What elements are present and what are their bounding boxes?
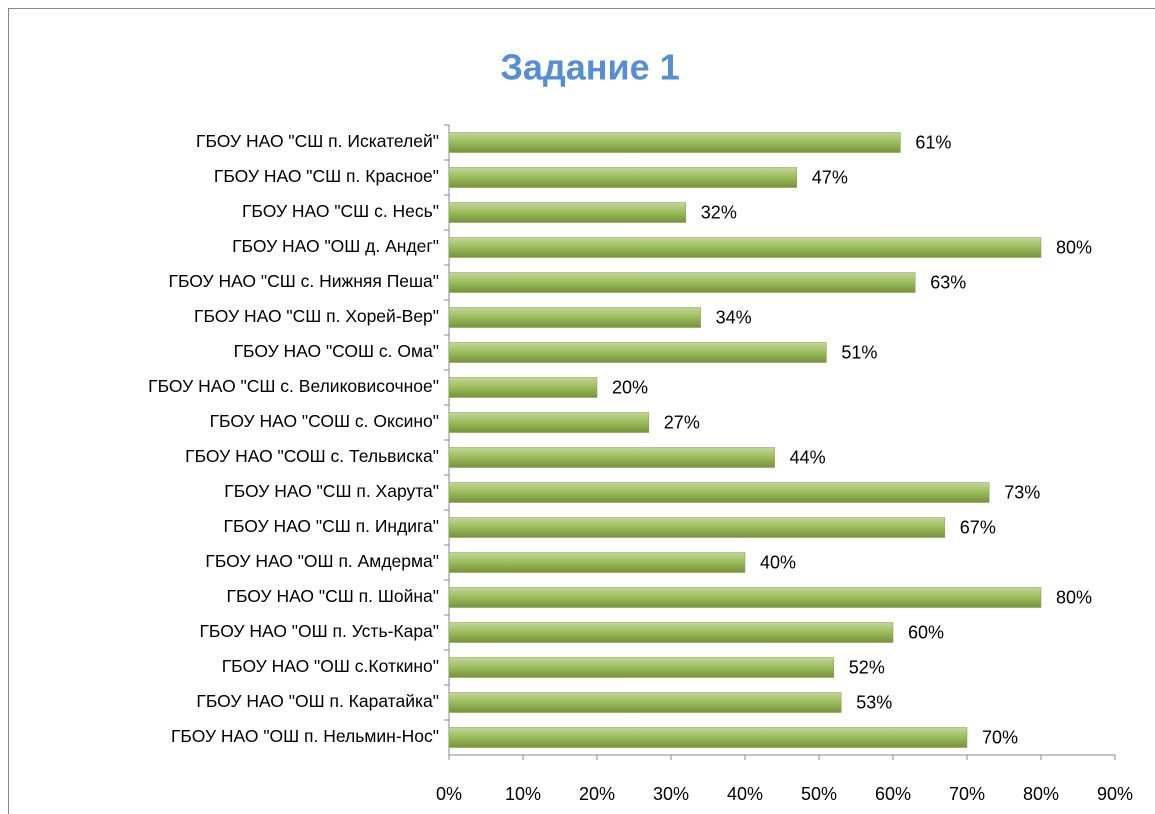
data-label: 27% [664, 412, 700, 432]
y-tick-label: ГБОУ НАО "ОШ п. Усть-Кара" [199, 621, 439, 641]
data-label: 20% [612, 377, 648, 397]
x-tick-label: 60% [875, 784, 911, 804]
y-tick-label: ГБОУ НАО "СШ п. Хорей-Вер" [194, 306, 439, 326]
data-label: 40% [760, 552, 796, 572]
data-label: 73% [1004, 482, 1040, 502]
x-tick-label: 10% [505, 784, 541, 804]
bar [448, 342, 827, 363]
data-label: 51% [841, 342, 877, 362]
bar [448, 202, 687, 223]
data-label: 80% [1056, 587, 1092, 607]
data-label: 63% [930, 272, 966, 292]
x-tick-label: 80% [1023, 784, 1059, 804]
bar [448, 132, 901, 153]
y-tick-label: ГБОУ НАО "ОШ с.Коткино" [222, 656, 439, 676]
chart-title: Задание 1 [500, 47, 679, 88]
bar [448, 272, 916, 293]
data-label: 53% [856, 692, 892, 712]
x-tick-label: 0% [436, 784, 462, 804]
data-label: 32% [701, 202, 737, 222]
bar [448, 622, 894, 643]
x-tick-label: 20% [579, 784, 615, 804]
y-tick-label: ГБОУ НАО "ОШ п. Амдерма" [205, 551, 439, 571]
data-label: 47% [812, 167, 848, 187]
data-label: 44% [790, 447, 826, 467]
bar [448, 552, 746, 573]
bar [448, 517, 946, 538]
y-tick-label: ГБОУ НАО "СШ п. Шойна" [227, 586, 439, 606]
data-label: 80% [1056, 237, 1092, 257]
y-tick-label: ГБОУ НАО "СОШ с. Оксино" [210, 411, 439, 431]
x-tick-label: 90% [1097, 784, 1133, 804]
x-tick-label: 70% [949, 784, 985, 804]
y-tick-label: ГБОУ НАО "СОШ с. Ома" [234, 341, 439, 361]
y-tick-label: ГБОУ НАО "СШ с. Великовисочное" [148, 376, 439, 396]
bar [448, 167, 798, 188]
y-tick-label: ГБОУ НАО "СШ с. Несь" [242, 201, 439, 221]
data-label: 70% [982, 727, 1018, 747]
data-label: 60% [908, 622, 944, 642]
y-tick-label: ГБОУ НАО "СШ п. Искателей" [196, 131, 439, 151]
x-tick-label: 30% [653, 784, 689, 804]
y-tick-label: ГБОУ НАО "СШ с. Нижняя Пеша" [169, 271, 440, 291]
bar [448, 447, 775, 468]
data-label: 61% [915, 132, 951, 152]
chart-border [8, 8, 1155, 814]
y-tick-label: ГБОУ НАО "ОШ д. Андег" [232, 236, 439, 256]
bar [448, 657, 835, 678]
y-tick-label: ГБОУ НАО "СОШ с. Тельвиска" [185, 446, 439, 466]
y-tick-label: ГБОУ НАО "СШ п. Красное" [214, 166, 439, 186]
bar [448, 377, 598, 398]
bar [448, 727, 968, 748]
x-tick-label: 40% [727, 784, 763, 804]
bar [448, 237, 1042, 258]
y-tick-label: ГБОУ НАО "ОШ п. Нельмин-Нос" [171, 726, 439, 746]
bar [448, 412, 650, 433]
data-label: 52% [849, 657, 885, 677]
y-tick-label: ГБОУ НАО "СШ п. Индига" [224, 516, 440, 536]
bar [448, 587, 1042, 608]
bar [448, 307, 701, 328]
y-tick-label: ГБОУ НАО "СШ п. Харута" [224, 481, 439, 501]
data-label: 67% [960, 517, 996, 537]
y-tick-label: ГБОУ НАО "ОШ п. Каратайка" [196, 691, 439, 711]
data-label: 34% [716, 307, 752, 327]
x-tick-label: 50% [801, 784, 837, 804]
bar [448, 692, 842, 713]
bar [448, 482, 990, 503]
